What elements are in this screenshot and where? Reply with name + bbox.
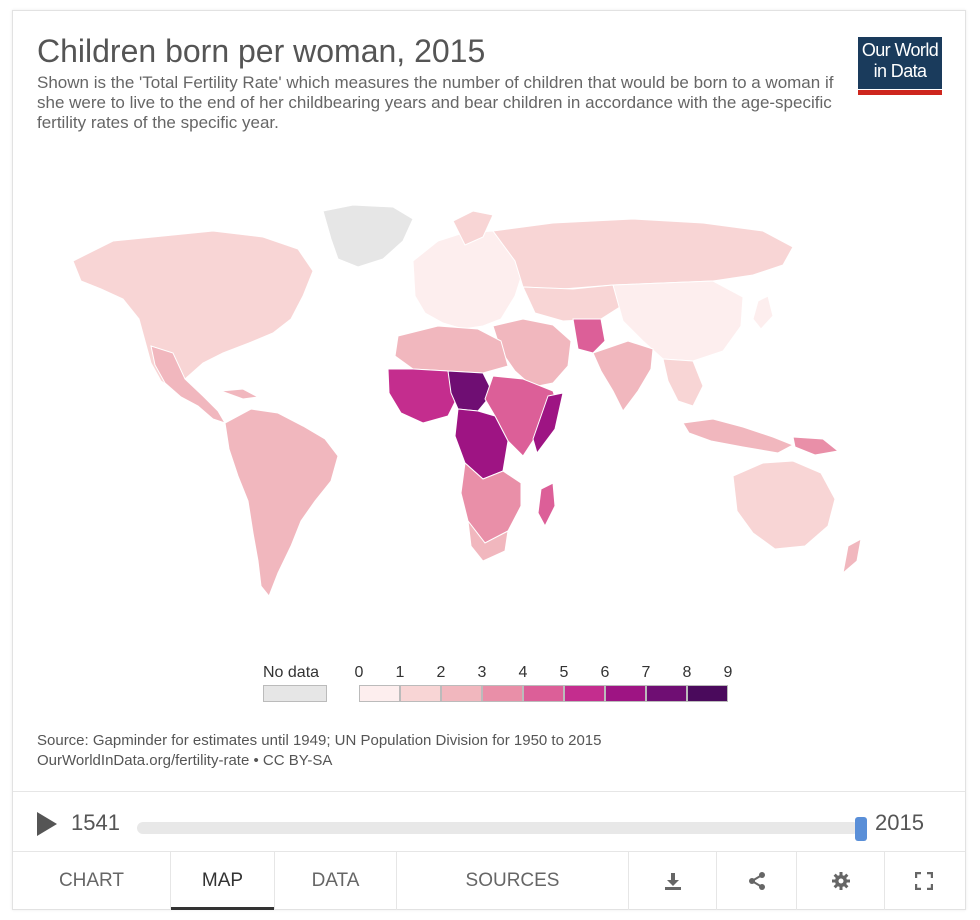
legend-bin-3[interactable] (482, 685, 523, 702)
legend-tick-8: 8 (682, 664, 692, 681)
map-south-africa[interactable] (467, 519, 509, 562)
map-southern-africa[interactable] (460, 462, 522, 544)
timeline-start-year: 1541 (71, 810, 120, 835)
map-pakistan[interactable] (572, 318, 606, 354)
map-australia[interactable] (732, 460, 836, 550)
download-icon (664, 873, 681, 890)
map-middle-east[interactable] (492, 318, 572, 388)
tab-bar: CHART MAP DATA SOURCES (13, 851, 965, 910)
legend-no-data-label: No data (263, 664, 320, 681)
legend-bin-1[interactable] (400, 685, 441, 702)
settings-icon (831, 872, 850, 890)
legend-bin-6[interactable] (605, 685, 646, 702)
play-icon[interactable] (37, 812, 57, 836)
logo-line-1: Our World (861, 40, 939, 60)
timeline: 1541 2015 (13, 791, 965, 852)
map-niger-chad[interactable] (447, 370, 494, 412)
world-map[interactable] (53, 201, 933, 621)
legend-tick-6: 6 (600, 664, 610, 681)
legend-tick-2: 2 (436, 664, 446, 681)
fullscreen-button[interactable] (885, 852, 963, 910)
chart-frame: Children born per woman, 2015 Shown is t… (12, 10, 966, 910)
logo-line-2: in Data (873, 61, 927, 81)
timeline-track[interactable] (137, 822, 859, 834)
download-button[interactable] (629, 852, 717, 910)
map-south-america[interactable] (224, 408, 339, 597)
source-line-2[interactable]: OurWorldInData.org/fertility-rate • CC B… (37, 752, 333, 769)
source-line-1: Source: Gapminder for estimates until 19… (37, 732, 602, 749)
map-north-africa[interactable] (394, 325, 509, 374)
legend-no-data-swatch (263, 685, 327, 702)
tab-map[interactable]: MAP (171, 852, 275, 910)
legend-bin-8[interactable] (687, 685, 728, 702)
share-icon (748, 872, 765, 890)
timeline-handle[interactable] (855, 817, 867, 841)
legend-tick-5: 5 (559, 664, 569, 681)
map-papua[interactable] (792, 436, 840, 456)
tab-chart[interactable]: CHART (13, 852, 171, 910)
map-north-america[interactable] (72, 230, 314, 390)
tab-data[interactable]: DATA (275, 852, 397, 910)
map-west-africa[interactable] (387, 368, 459, 424)
map-india[interactable] (592, 340, 654, 412)
map-east-asia[interactable] (612, 280, 744, 362)
map-indonesia[interactable] (682, 418, 795, 454)
source-note: Source: Gapminder for estimates until 19… (37, 731, 601, 771)
legend-tick-3: 3 (477, 664, 487, 681)
legend-bin-5[interactable] (564, 685, 605, 702)
map-madagascar[interactable] (537, 482, 556, 528)
legend-bin-7[interactable] (646, 685, 687, 702)
map-central-asia[interactable] (522, 284, 624, 322)
map-southeast-asia[interactable] (662, 358, 704, 407)
logo-bar (858, 90, 942, 95)
map-east-africa[interactable] (484, 375, 559, 457)
map-japan[interactable] (752, 295, 774, 330)
legend-bin-4[interactable] (523, 685, 564, 702)
legend-tick-9: 9 (723, 664, 733, 681)
share-button[interactable] (717, 852, 797, 910)
chart-title: Children born per woman, 2015 (37, 33, 486, 69)
legend-bin-2[interactable] (441, 685, 482, 702)
map-central-america[interactable] (150, 345, 227, 424)
legend-tick-7: 7 (641, 664, 651, 681)
map-scandinavia[interactable] (452, 210, 494, 246)
chart-subtitle: Shown is the 'Total Fertility Rate' whic… (37, 73, 834, 132)
tab-sources[interactable]: SOURCES (397, 852, 629, 910)
map-greenland[interactable] (322, 204, 414, 268)
map-somalia[interactable] (532, 392, 564, 455)
map-caribbean[interactable] (220, 388, 260, 400)
map-north-asia[interactable] (492, 218, 794, 290)
legend-tick-1: 1 (395, 664, 405, 681)
settings-button[interactable] (797, 852, 885, 910)
fullscreen-icon (915, 872, 933, 890)
legend-tick-0: 0 (354, 664, 364, 681)
owid-logo[interactable]: Our World in Data (858, 37, 942, 95)
legend-bin-0[interactable] (359, 685, 400, 702)
legend-tick-4: 4 (518, 664, 528, 681)
map-legend: No data 0 1 2 3 4 5 6 7 8 9 (263, 661, 733, 711)
timeline-end-year: 2015 (875, 810, 924, 835)
map-new-zealand[interactable] (842, 538, 862, 575)
